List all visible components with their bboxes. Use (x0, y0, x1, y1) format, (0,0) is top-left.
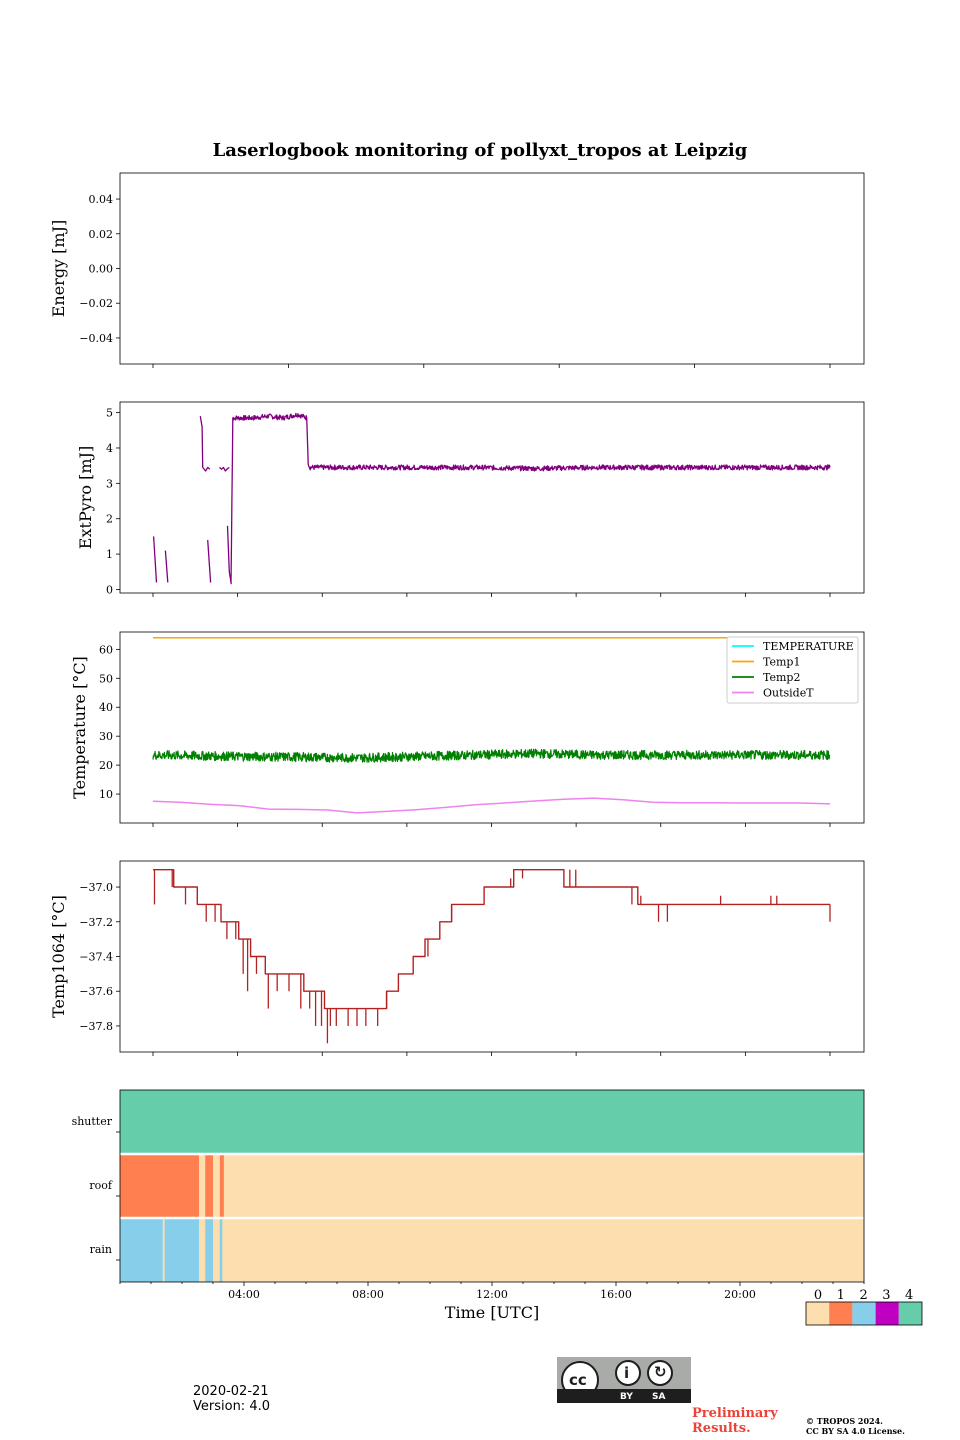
status-cell-roof (223, 1154, 865, 1218)
cc-sa-label: SA (652, 1392, 666, 1402)
temperature-ytick-label: 20 (99, 759, 113, 772)
status-cell-roof (213, 1154, 221, 1218)
extpyro-ytick-label: 5 (106, 407, 113, 420)
preliminary-line-2: Results. (692, 1421, 751, 1436)
footer-date-block: 2020-02-21 Version: 4.0 (193, 1384, 270, 1414)
temperature-legend-label: Temp2 (763, 671, 800, 684)
extpyro-ytick-label: 1 (106, 548, 113, 561)
extpyro-series-line (230, 412, 831, 583)
colorbar-label: 4 (905, 1288, 913, 1303)
colorbar-label: 0 (814, 1288, 822, 1303)
status-cell-rain (219, 1218, 223, 1282)
temp1064-ytick-label: −37.0 (79, 881, 113, 894)
colorbar-label: 2 (859, 1288, 867, 1303)
colorbar-swatch-2 (852, 1302, 876, 1325)
temperature-ytick-label: 60 (99, 643, 113, 656)
status-cell-rain (199, 1218, 206, 1282)
preliminary-line-1: Preliminary (692, 1406, 778, 1421)
status-cell-rain (120, 1218, 164, 1282)
extpyro-series-line (219, 466, 230, 472)
temperature-legend-box (726, 636, 859, 704)
extpyro-ylabel: ExtPyro [mJ] (76, 446, 95, 549)
energy-ytick-label: 0.00 (89, 263, 114, 276)
copyright-line-1: © TROPOS 2024. (806, 1416, 883, 1426)
status-cell-roof (120, 1154, 200, 1218)
temp1064-ytick-label: −37.2 (79, 916, 113, 929)
status-row-label-roof: roof (89, 1179, 113, 1192)
colorbar-swatch-3 (875, 1302, 899, 1325)
cc-license-badge: cc i ↻ BY SA (557, 1357, 691, 1403)
extpyro-ytick-label: 0 (106, 583, 113, 596)
temp1064-series-line (153, 869, 830, 1010)
colorbar-label: 1 (837, 1288, 845, 1303)
colorbar-frame (805, 1301, 923, 1326)
status-cell-rain (213, 1218, 221, 1282)
temp1064-ylabel: Temp1064 [°C] (49, 895, 68, 1018)
temp1064-ytick-label: −37.8 (79, 1020, 113, 1033)
figure-title: Laserlogbook monitoring of pollyxt_tropo… (212, 140, 748, 161)
temperature-legend-label: TEMPERATURE (763, 640, 854, 653)
status-cell-roof (219, 1154, 225, 1218)
temperature-series-line (152, 748, 831, 763)
copyright-notice: © TROPOS 2024. CC BY SA 4.0 License. (806, 1416, 905, 1436)
extpyro-series-line (207, 539, 212, 583)
energy-ytick-label: 0.02 (89, 228, 114, 241)
status-cell-rain (162, 1218, 165, 1282)
temperature-legend-label: Temp1 (763, 656, 800, 669)
extpyro-axes-frame (119, 401, 865, 594)
status-cell-rain (164, 1218, 200, 1282)
temp1064-ytick-label: −37.4 (79, 951, 113, 964)
status-cell-rain (205, 1218, 214, 1282)
status-row-label-rain: rain (90, 1243, 112, 1256)
temperature-ytick-label: 50 (99, 672, 113, 685)
extpyro-ytick-label: 2 (106, 513, 113, 526)
extpyro-ytick-label: 3 (106, 477, 113, 490)
temp1064-axes-frame (119, 860, 865, 1053)
colorbar-swatch-4 (898, 1302, 922, 1325)
footer-date: 2020-02-21 (193, 1384, 269, 1399)
status-xtick-label: 04:00 (228, 1288, 260, 1301)
footer-version: Version: 4.0 (193, 1399, 270, 1414)
status-xtick-label: 20:00 (724, 1288, 756, 1301)
temperature-ytick-label: 40 (99, 701, 113, 714)
temperature-ytick-label: 30 (99, 730, 113, 743)
status-xtick-label: 16:00 (600, 1288, 632, 1301)
temperature-ylabel: Temperature [°C] (70, 656, 89, 799)
temperature-axes-frame (119, 631, 865, 824)
copyright-line-2: CC BY SA 4.0 License. (806, 1426, 905, 1436)
status-cell-roof (205, 1154, 214, 1218)
extpyro-series-line (152, 536, 158, 583)
status-row-label-shutter: shutter (72, 1115, 113, 1128)
colorbar-label: 3 (882, 1288, 890, 1303)
preliminary-notice: Preliminary Results. (692, 1406, 778, 1436)
extpyro-ytick-label: 4 (106, 442, 113, 455)
temperature-legend-label: OutsideT (763, 687, 814, 700)
status-cell-rain (222, 1218, 865, 1282)
extpyro-series-line (199, 415, 211, 472)
status-xlabel: Time [UTC] (445, 1303, 539, 1322)
energy-ytick-label: −0.04 (79, 332, 113, 345)
cc-label-strip (557, 1389, 691, 1403)
status-xtick-label: 12:00 (476, 1288, 508, 1301)
energy-ylabel: Energy [mJ] (49, 220, 68, 318)
temperature-ytick-label: 10 (99, 788, 113, 801)
colorbar-swatch-1 (829, 1302, 853, 1325)
attribution-person-icon: i (615, 1360, 641, 1386)
status-cell-shutter (120, 1090, 865, 1154)
status-xtick-label: 08:00 (352, 1288, 384, 1301)
energy-axes-frame (119, 172, 865, 365)
share-alike-icon: ↻ (647, 1360, 673, 1386)
extpyro-series-line (164, 550, 169, 583)
colorbar-swatch-0 (806, 1302, 830, 1325)
cc-by-label: BY (620, 1392, 633, 1402)
temp1064-ytick-label: −37.6 (79, 985, 113, 998)
energy-ytick-label: 0.04 (89, 193, 114, 206)
status-cell-roof (199, 1154, 206, 1218)
energy-ytick-label: −0.02 (79, 297, 113, 310)
temperature-series-line (152, 797, 831, 814)
